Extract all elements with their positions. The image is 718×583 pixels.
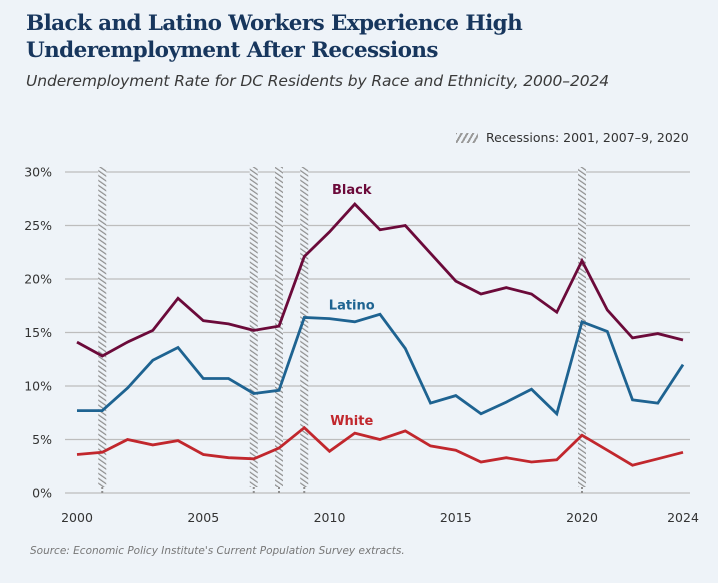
recession-band xyxy=(300,167,309,487)
recession-band xyxy=(98,167,107,487)
chart-title: Black and Latino Workers Experience High… xyxy=(26,11,523,63)
legend: Recessions: 2001, 2007–9, 2020 xyxy=(456,130,689,145)
y-tick-label: 5% xyxy=(32,432,52,447)
x-tick-label: 2010 xyxy=(314,510,346,525)
y-tick-label: 30% xyxy=(24,165,52,180)
series-line-white xyxy=(76,425,684,467)
series-line-latino xyxy=(77,312,685,417)
y-tick-label: 15% xyxy=(24,325,52,340)
recession-hatch-icon xyxy=(456,132,478,143)
series-label-black: Black xyxy=(332,183,372,198)
legend-recessions-label: Recessions: 2001, 2007–9, 2020 xyxy=(486,130,689,145)
x-tick-label: 2005 xyxy=(187,510,219,525)
x-tick-label: 2000 xyxy=(61,510,93,525)
x-tick-label: 2020 xyxy=(566,510,598,525)
series-label-latino: Latino xyxy=(329,299,375,314)
x-tick-label: 2015 xyxy=(440,510,472,525)
y-tick-label: 25% xyxy=(24,218,52,233)
chart-subtitle: Underemployment Rate for DC Residents by… xyxy=(26,72,609,90)
y-tick-label: 20% xyxy=(24,272,52,287)
x-tick-label: 2024 xyxy=(667,510,699,525)
y-tick-label: 10% xyxy=(24,379,52,394)
recession-band xyxy=(249,167,258,487)
source-note: Source: Economic Policy Institute's Curr… xyxy=(30,545,405,557)
series-label-white: White xyxy=(330,414,373,429)
y-tick-label: 0% xyxy=(32,486,52,501)
series-line-black xyxy=(76,202,684,358)
